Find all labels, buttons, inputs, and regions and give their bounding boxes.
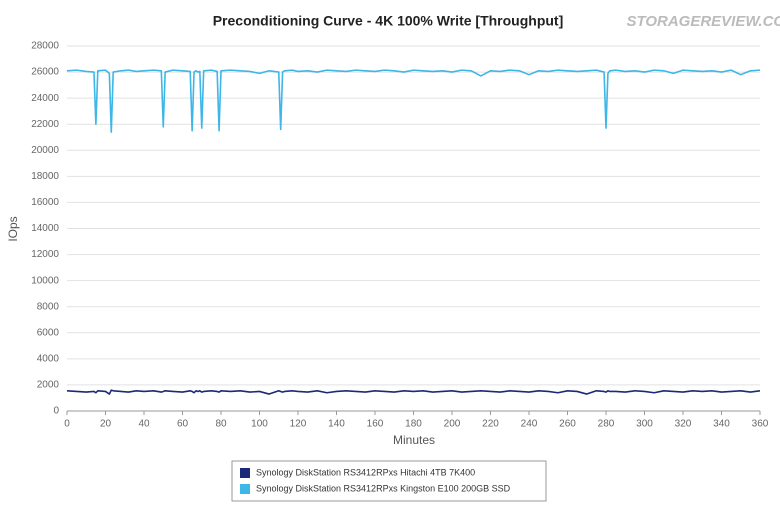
y-tick-label: 18000 (31, 171, 59, 182)
chart-title: Preconditioning Curve - 4K 100% Write [T… (213, 13, 564, 29)
x-tick-label: 40 (138, 419, 150, 430)
y-tick-label: 0 (53, 406, 59, 417)
watermark: STORAGEREVIEW.COM (626, 13, 780, 30)
x-tick-label: 200 (444, 419, 461, 430)
x-tick-label: 260 (559, 419, 576, 430)
x-tick-label: 120 (290, 419, 307, 430)
y-tick-label: 10000 (31, 275, 59, 286)
y-tick-label: 24000 (31, 93, 59, 104)
y-tick-label: 4000 (37, 353, 60, 364)
x-tick-label: 300 (636, 419, 653, 430)
legend-box (231, 460, 547, 502)
x-axis-title: Minutes (393, 433, 435, 447)
x-tick-label: 240 (521, 419, 538, 430)
y-tick-label: 16000 (31, 197, 59, 208)
y-tick-label: 6000 (37, 327, 60, 338)
y-tick-label: 22000 (31, 119, 59, 130)
x-tick-label: 0 (64, 419, 70, 430)
y-tick-label: 14000 (31, 223, 59, 234)
legend-label: Synology DiskStation RS3412RPxs Hitachi … (256, 467, 475, 477)
x-tick-label: 220 (482, 419, 499, 430)
y-axis-title: IOps (6, 216, 20, 241)
y-tick-label: 26000 (31, 67, 59, 78)
x-tick-label: 20 (100, 419, 112, 430)
legend-label: Synology DiskStation RS3412RPxs Kingston… (256, 483, 511, 493)
x-tick-label: 100 (251, 419, 268, 430)
y-tick-label: 8000 (37, 301, 60, 312)
x-tick-label: 280 (598, 419, 615, 430)
y-tick-label: 28000 (31, 41, 59, 52)
x-tick-label: 60 (177, 419, 189, 430)
x-tick-label: 180 (405, 419, 422, 430)
x-tick-label: 320 (675, 419, 692, 430)
x-tick-label: 340 (713, 419, 730, 430)
y-tick-label: 20000 (31, 145, 59, 156)
x-tick-label: 80 (215, 419, 227, 430)
series-line (66, 69, 761, 133)
series-line (66, 389, 761, 395)
legend-swatch (240, 484, 250, 494)
y-tick-label: 2000 (37, 380, 60, 391)
legend-swatch (240, 468, 250, 478)
x-tick-label: 140 (328, 419, 345, 430)
x-tick-label: 160 (367, 419, 384, 430)
y-tick-label: 12000 (31, 249, 59, 260)
x-tick-label: 360 (752, 419, 769, 430)
